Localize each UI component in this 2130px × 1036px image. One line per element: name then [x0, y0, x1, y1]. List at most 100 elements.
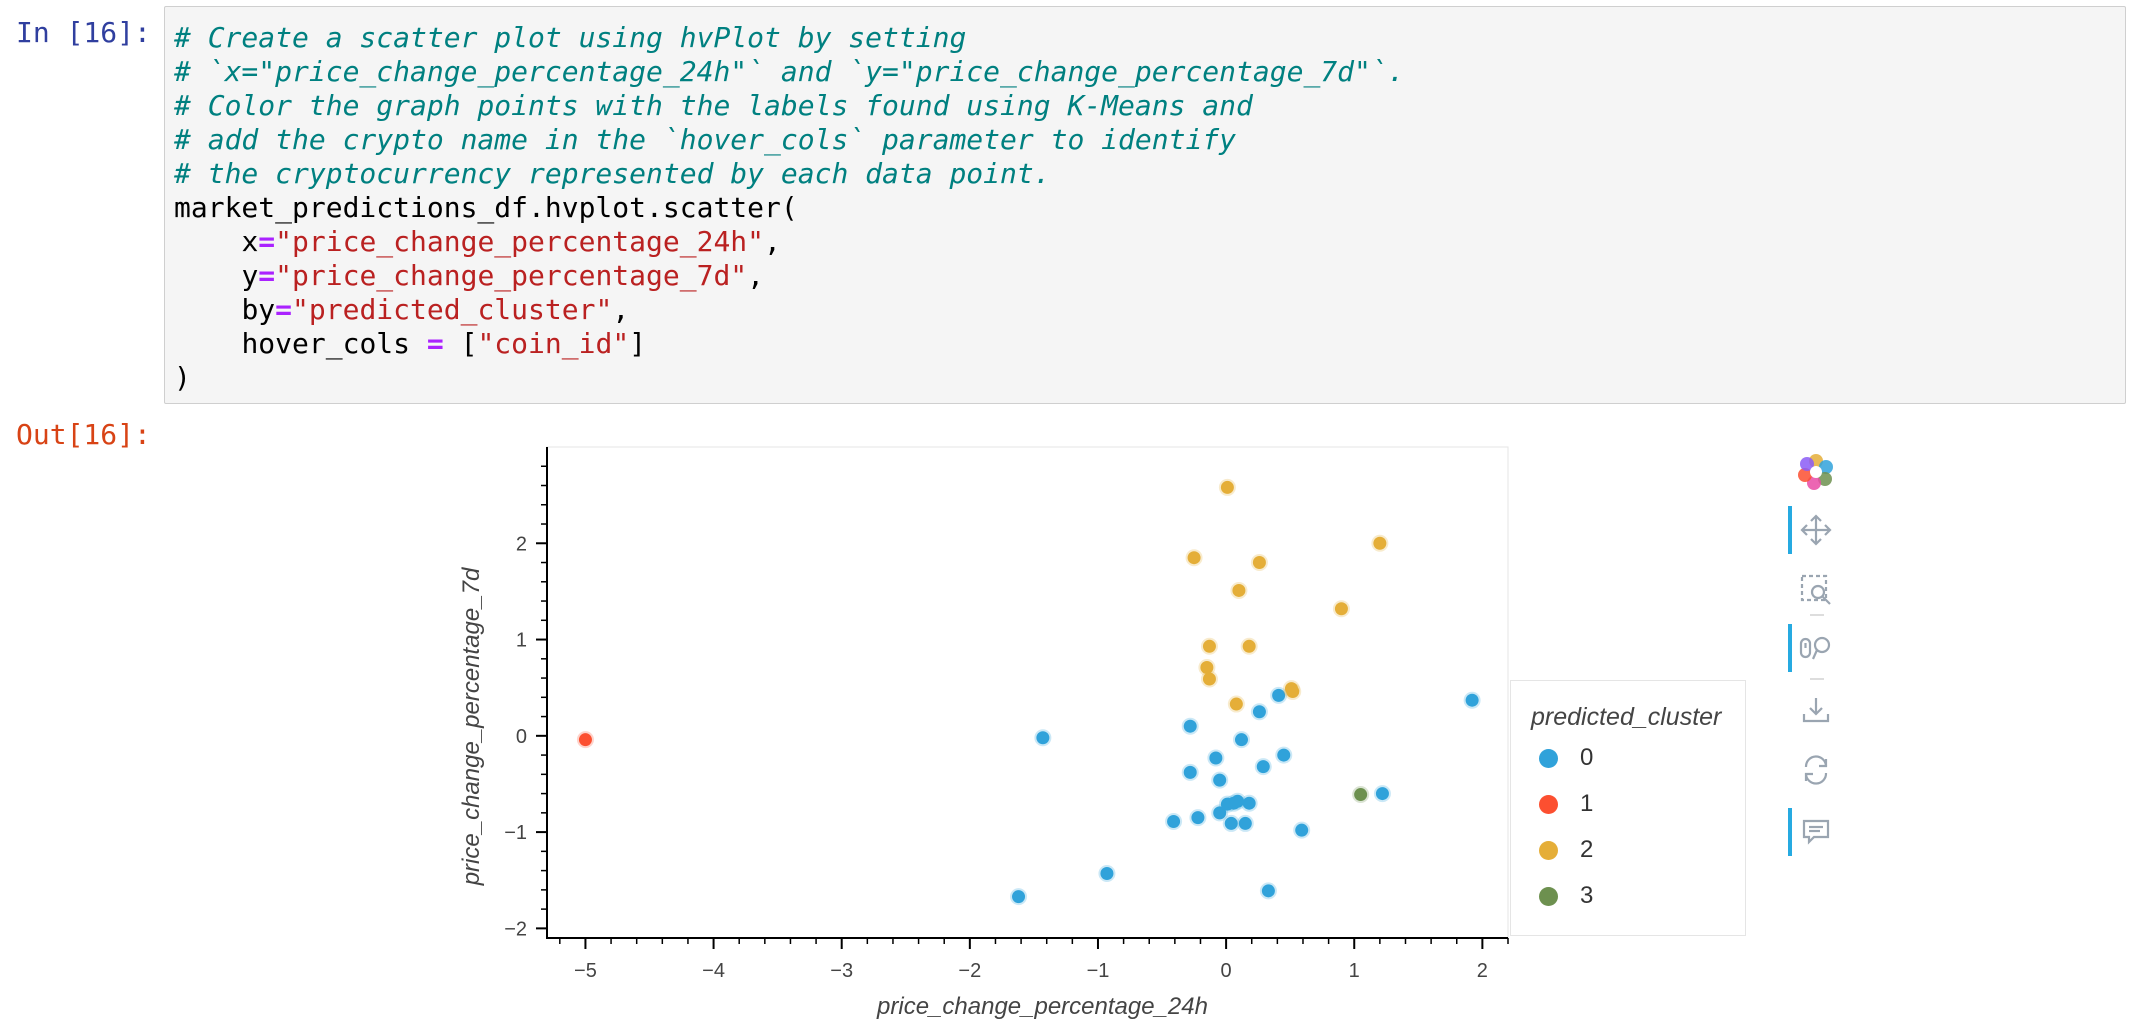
- code-editor[interactable]: # Create a scatter plot using hvPlot by …: [174, 21, 1405, 395]
- data-point: [1181, 763, 1199, 781]
- data-point: [1240, 794, 1258, 812]
- legend-item[interactable]: 0: [1539, 743, 1593, 773]
- code-comment: # `x="price_change_percentage_24h"` and …: [174, 55, 1405, 88]
- code-op: =: [275, 293, 293, 326]
- legend-label: 1: [1580, 790, 1594, 817]
- wheel-zoom-icon[interactable]: [1786, 622, 1846, 674]
- code-op: =: [258, 225, 276, 258]
- legend-item[interactable]: 3: [1539, 881, 1593, 911]
- save-icon[interactable]: [1786, 684, 1846, 736]
- bokeh-logo-icon[interactable]: [1786, 446, 1846, 498]
- code-string: "price_change_percentage_7d": [275, 259, 748, 292]
- x-tick-label: −3: [830, 960, 853, 982]
- data-point: [1373, 785, 1391, 803]
- y-tick-label: 0: [516, 726, 527, 748]
- hover-icon[interactable]: [1786, 806, 1846, 858]
- x-tick-label: −5: [574, 960, 597, 982]
- code-punct: ,: [612, 293, 630, 326]
- output-prompt: Out[16]:: [16, 418, 151, 451]
- y-tick-label: −2: [504, 918, 527, 940]
- code-kw: hover_cols: [241, 327, 427, 360]
- data-point: [1185, 549, 1203, 567]
- x-axis-title: price_change_percentage_24h: [876, 993, 1208, 1020]
- data-point: [1098, 864, 1116, 882]
- y-tick-label: 1: [516, 630, 527, 652]
- code-kw: y: [241, 259, 259, 292]
- legend-swatch: [1539, 748, 1558, 768]
- data-point: [1371, 534, 1389, 552]
- y-axis-title: price_change_percentage_7d: [458, 567, 485, 886]
- data-point: [1232, 731, 1250, 749]
- data-point: [1332, 600, 1350, 618]
- x-tick-label: −4: [702, 960, 725, 982]
- legend-swatch: [1539, 840, 1558, 860]
- legend-item[interactable]: 2: [1539, 835, 1593, 865]
- data-point: [1211, 771, 1229, 789]
- y-tick-label: −1: [504, 822, 527, 844]
- plot-toolbar: [1786, 446, 1846, 886]
- x-tick-label: −1: [1087, 960, 1110, 982]
- code-cell[interactable]: # Create a scatter plot using hvPlot by …: [164, 6, 2126, 404]
- box-zoom-icon[interactable]: [1786, 564, 1846, 616]
- data-point: [1034, 729, 1052, 747]
- data-point: [1230, 581, 1248, 599]
- data-point: [1250, 703, 1268, 721]
- legend-label: 0: [1580, 744, 1594, 771]
- data-point: [1189, 809, 1207, 827]
- data-point: [1236, 814, 1254, 832]
- legend-label: 3: [1580, 882, 1594, 909]
- code-comment: # add the crypto name in the `hover_cols…: [174, 123, 1237, 156]
- reset-icon[interactable]: [1786, 744, 1846, 796]
- legend-swatch: [1539, 886, 1558, 906]
- data-point: [1200, 637, 1218, 655]
- code-comment: # Create a scatter plot using hvPlot by …: [174, 21, 967, 54]
- input-prompt: In [16]:: [16, 16, 151, 49]
- data-point: [1293, 821, 1311, 839]
- data-point: [1218, 478, 1236, 496]
- data-point: [1222, 814, 1240, 832]
- x-tick-label: 2: [1477, 960, 1488, 982]
- code-punct: [: [443, 327, 478, 360]
- pan-icon[interactable]: [1786, 504, 1846, 556]
- data-point: [1463, 691, 1481, 709]
- data-point: [1165, 813, 1183, 831]
- data-point: [1270, 686, 1288, 704]
- legend[interactable]: predicted_cluster 0 1 2 3: [1510, 680, 1746, 936]
- data-point: [1207, 749, 1225, 767]
- code-punct: ]: [629, 327, 647, 360]
- code-comment: # the cryptocurrency represented by each…: [174, 157, 1051, 190]
- data-point: [1240, 637, 1258, 655]
- x-tick-label: 1: [1349, 960, 1360, 982]
- legend-swatch: [1539, 794, 1558, 814]
- code-comment: # Color the graph points with the labels…: [174, 89, 1253, 122]
- legend-label: 2: [1580, 836, 1594, 863]
- data-point: [1181, 717, 1199, 735]
- toolbar-divider: [1810, 614, 1824, 616]
- code-string: "price_change_percentage_24h": [275, 225, 765, 258]
- code-kw: by: [241, 293, 276, 326]
- data-point: [1275, 746, 1293, 764]
- code-punct: ,: [764, 225, 781, 258]
- code-close: ): [174, 361, 191, 394]
- data-point: [1250, 554, 1268, 572]
- data-point: [1284, 683, 1302, 701]
- x-tick-label: −2: [958, 960, 981, 982]
- data-point: [1200, 670, 1218, 688]
- data-point: [1227, 695, 1245, 713]
- y-tick-label: 2: [516, 533, 527, 555]
- code-call: market_predictions_df.hvplot.scatter(: [174, 191, 798, 224]
- data-point: [1259, 882, 1277, 900]
- legend-item[interactable]: 1: [1539, 789, 1593, 819]
- x-tick-label: 0: [1221, 960, 1232, 982]
- code-string: "coin_id": [477, 327, 630, 360]
- data-point: [1211, 804, 1229, 822]
- data-point: [1352, 786, 1370, 804]
- code-punct: ,: [747, 259, 765, 292]
- data-point: [1254, 758, 1272, 776]
- data-point: [576, 731, 594, 749]
- code-op: =: [426, 327, 444, 360]
- data-point: [1010, 888, 1028, 906]
- plot-frame: [546, 446, 1509, 939]
